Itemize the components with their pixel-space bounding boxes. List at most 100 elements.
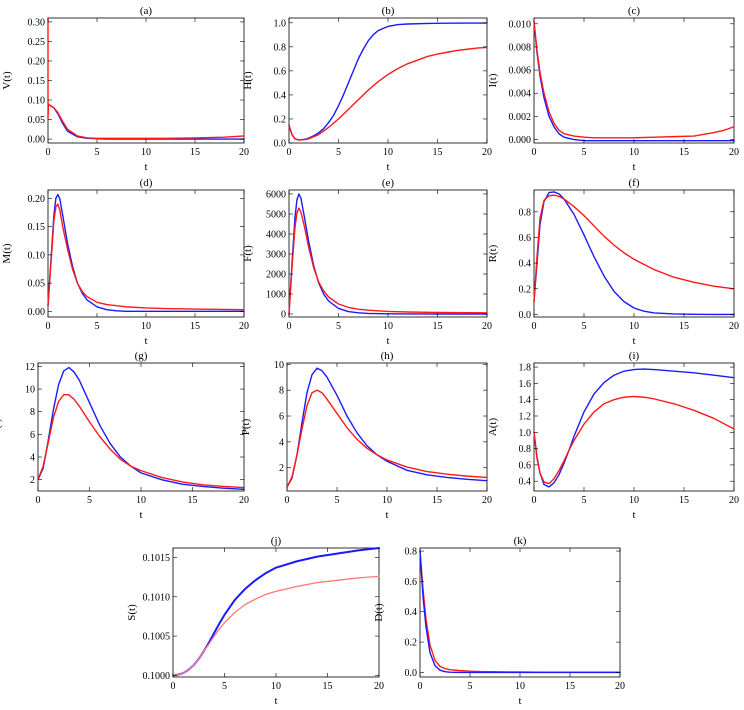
x-tick-label: 5: [582, 495, 587, 506]
y-axis-label: H(t): [242, 71, 254, 90]
x-tick-label: 0: [532, 147, 537, 158]
x-tick-label: 10: [515, 681, 525, 692]
y-tick-label: 0.2: [519, 284, 532, 295]
y-tick-label: 0.6: [405, 577, 418, 588]
x-axis-label: t: [385, 509, 388, 521]
y-tick-label: 0.05: [28, 115, 46, 126]
x-tick-label: 10: [629, 321, 639, 332]
x-tick-label: 0: [36, 495, 41, 506]
x-tick-label: 0: [285, 495, 290, 506]
y-tick-label: 0.6: [274, 66, 287, 77]
y-tick-label: 0: [281, 310, 286, 321]
y-tick-label: 0.0: [274, 139, 287, 150]
y-tick-label: 2: [30, 475, 35, 486]
y-axis-label: A(t): [487, 418, 499, 437]
series-blue-line: [47, 103, 245, 140]
y-tick-label: 0.8: [519, 444, 532, 455]
series-pink-line: [172, 575, 380, 677]
x-tick-label: 15: [679, 321, 689, 332]
y-tick-label: 0.0: [519, 310, 532, 321]
chart-a: 0 5 10 15 20 0.00 0.05 0.10 0.15 0.20 0.25 0.30 (a) t…: [1, 5, 249, 173]
x-axis-label: t: [144, 161, 147, 173]
x-tick-label: 10: [271, 681, 281, 692]
series-red-line: [47, 203, 245, 311]
series-blue-line: [37, 366, 245, 490]
x-tick-label: 15: [323, 681, 333, 692]
series-blue-line: [533, 368, 735, 488]
chart-d: 0 5 10 15 20 0.00 0.05 0.10 0.15 0.20 (d) t M(t): [1, 177, 249, 347]
x-axis-label: t: [144, 335, 147, 347]
y-tick-label: 0.4: [274, 90, 287, 101]
plot-frame: [533, 17, 735, 144]
y-tick-label: 0.000: [509, 135, 532, 146]
y-tick-label: 0.15: [28, 76, 46, 87]
y-axis-label: R(t): [487, 244, 499, 262]
y-tick-label: 0.8: [405, 547, 418, 558]
y-tick-label: 1.6: [519, 379, 532, 390]
x-tick-label: 20: [374, 681, 384, 692]
y-tick-label: 0.6: [519, 460, 532, 471]
y-tick-label: 6: [279, 412, 284, 423]
y-tick-label: 0.0: [405, 668, 418, 679]
x-tick-label: 5: [582, 321, 587, 332]
y-tick-label: 0.1010: [143, 592, 171, 603]
y-tick-label: 0.00: [28, 307, 46, 318]
chart-g: 0 5 10 15 20 2 4 6 8 10 12 (g) t E(t): [0, 350, 249, 521]
y-tick-label: 5000: [266, 210, 286, 221]
y-axis-label: S(t): [126, 604, 138, 621]
series-red-line: [419, 550, 621, 673]
x-tick-label: 10: [383, 147, 393, 158]
y-tick-label: 0.25: [28, 37, 46, 48]
chart-e: 0 5 10 15 20 0 1000 2000 3000 4000 5000 6000 (e) t F(t…: [242, 177, 492, 347]
chart-title: (f): [629, 177, 640, 189]
x-tick-label: 20: [239, 321, 249, 332]
y-axis-label: E(t): [0, 418, 3, 435]
x-tick-label: 20: [729, 147, 739, 158]
series-blue-line: [172, 547, 380, 677]
chart-title: (i): [629, 350, 640, 362]
y-axis-label: M(t): [1, 243, 13, 264]
x-tick-label: 20: [482, 495, 492, 506]
x-tick-label: 20: [482, 321, 492, 332]
y-tick-label: 0.1005: [143, 632, 171, 643]
x-axis-label: t: [386, 161, 389, 173]
chart-c: 0 5 10 15 20 0.000 0.002 0.004 0.006 0.008 0.010 (c…: [487, 5, 739, 173]
y-tick-label: 8: [30, 407, 35, 418]
chart-k: 0 5 10 15 20 0.0 0.2 0.4 0.6 0.8 (k) t D(t): [373, 535, 625, 707]
plot-frame: [533, 189, 735, 318]
y-axis-label: V(t): [1, 71, 13, 90]
chart-title: (g): [135, 350, 148, 362]
y-tick-label: 0.1000: [143, 671, 171, 682]
chart-title: (h): [381, 350, 394, 362]
y-tick-label: 1.2: [519, 411, 532, 422]
series-red-line: [47, 17, 245, 140]
chart-j: 0 5 10 15 20 0.1000 0.1005 0.1010 0.1015 (j) t S(t): [126, 535, 384, 707]
x-tick-label: 20: [729, 321, 739, 332]
y-tick-label: 4: [30, 453, 35, 464]
y-tick-label: 0.4: [405, 607, 418, 618]
y-tick-label: 1.0: [274, 18, 287, 29]
y-tick-label: 6: [30, 430, 35, 441]
y-tick-label: 0.008: [509, 42, 532, 53]
series-red-line: [533, 20, 735, 139]
x-tick-label: 10: [382, 495, 392, 506]
y-tick-label: 0.2: [405, 638, 418, 649]
y-tick-label: 0.004: [509, 89, 532, 100]
x-tick-label: 10: [629, 495, 639, 506]
y-tick-label: 0.20: [28, 56, 46, 67]
series-blue-line: [286, 367, 488, 488]
x-axis-label: t: [632, 335, 635, 347]
x-tick-label: 15: [433, 147, 443, 158]
chart-title: (b): [382, 5, 395, 17]
chart-b: 0 5 10 15 20 0.0 0.2 0.4 0.6 0.8 1.0 (b) t H(t): [242, 5, 492, 173]
series-blue-line: [419, 550, 621, 674]
x-tick-label: 15: [679, 147, 689, 158]
y-tick-label: 6000: [266, 190, 286, 201]
x-tick-label: 5: [95, 147, 100, 158]
x-tick-label: 10: [629, 147, 639, 158]
series-blue-line: [533, 20, 735, 142]
series-blue-line: [288, 193, 488, 315]
plot-frame: [37, 362, 245, 492]
chart-title: (d): [140, 177, 153, 189]
